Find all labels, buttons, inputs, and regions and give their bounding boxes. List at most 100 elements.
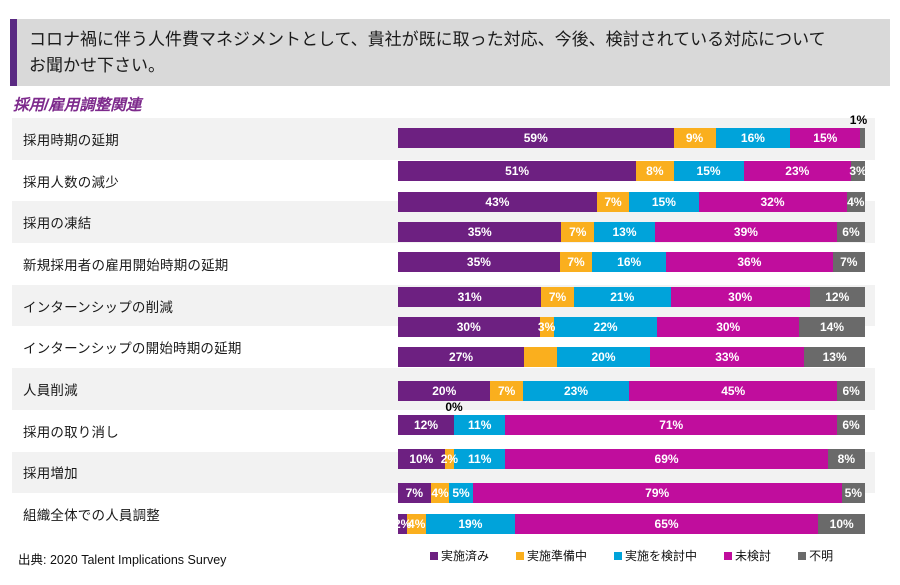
segment-considering: 16% — [592, 252, 667, 272]
segment-value-label: 12% — [825, 290, 850, 304]
segment-unknown: 7% — [832, 252, 865, 272]
segment-value-label: 19% — [458, 517, 483, 531]
segment-value-label: 20% — [432, 384, 457, 398]
segment-in-preparation: 9% — [673, 128, 716, 148]
segment-value-label: 21% — [610, 290, 635, 304]
legend-label: 実施済み — [441, 549, 490, 563]
legend-label: 未検討 — [735, 549, 772, 563]
segment-not-considered: 30% — [657, 317, 799, 337]
segment-implemented: 30% — [398, 317, 540, 337]
segment-value-label: 35% — [467, 225, 492, 239]
segment-value-label: 2% — [440, 452, 459, 466]
segment-considering: 15% — [673, 161, 744, 181]
segment-value-label: 22% — [593, 320, 618, 334]
segment-implemented: 7% — [398, 483, 431, 503]
legend-swatch-icon — [516, 551, 525, 560]
segment-value-label: 65% — [654, 517, 679, 531]
category-label: 採用人数の減少 — [23, 174, 119, 190]
segment-value-label: 27% — [449, 350, 474, 364]
category-row: 採用の取り消し — [12, 410, 875, 452]
segment-value-label: 2% — [394, 517, 412, 531]
category-label: 採用の凍結 — [23, 216, 92, 232]
segment-implemented: 35% — [398, 252, 560, 272]
segment-considering: 16% — [715, 128, 791, 148]
segment-in-preparation: 4% — [430, 483, 450, 503]
legend-label: 実施を検討中 — [625, 549, 698, 563]
bar-row: 30% 3% 22% 30% 14% — [398, 317, 866, 337]
segment-considering: 21% — [573, 287, 671, 307]
segment-value-label: 15% — [813, 131, 838, 145]
segment-considering: 11% — [454, 449, 506, 469]
segment-not-considered: 71% — [505, 415, 837, 435]
segment-not-considered: 69% — [505, 449, 828, 469]
bar-row: 43% 7% 15% 32% 4% — [398, 192, 865, 212]
segment-value-label: 3% — [849, 164, 867, 178]
segment-value-label: 6% — [842, 225, 860, 239]
segment-unknown: 5% — [841, 483, 865, 503]
segment-considering: 5% — [449, 483, 473, 503]
segment-not-considered: 36% — [666, 252, 833, 272]
segment-implemented: 27% — [398, 347, 525, 367]
segment-value-label: 43% — [485, 195, 510, 209]
segment-value-label: 7% — [548, 290, 567, 304]
survey-question-box: コロナ禍に伴う人件費マネジメントとして、貴社が既に取った対応、今後、検討されてい… — [10, 19, 890, 86]
segment-unknown: 6% — [836, 222, 865, 242]
segment-value-label: 13% — [612, 225, 637, 239]
segment-value-label: 36% — [737, 255, 762, 269]
segment-value-label: 23% — [785, 164, 810, 178]
segment-value-label: 15% — [696, 164, 721, 178]
segment-value-label: 6% — [842, 418, 860, 432]
category-label: 採用増加 — [23, 466, 78, 482]
segment-considering: 11% — [454, 415, 506, 435]
category-row: 採用人数の減少 — [12, 160, 875, 202]
segment-implemented: 59% — [398, 128, 674, 148]
segment-in-preparation: 7% — [490, 381, 523, 401]
segment-in-preparation: 7% — [561, 222, 595, 242]
segment-not-considered: 15% — [790, 128, 861, 148]
section-title: 採用/雇用調整関連 — [13, 97, 142, 114]
segment-value-label: 15% — [651, 195, 676, 209]
segment-value-label: 32% — [760, 195, 785, 209]
bar-row: 12% 11% 71% 6% 0% — [398, 400, 865, 435]
segment-in-preparation: 7% — [541, 287, 574, 307]
bar-row: 20% 7% 23% 45% 6% — [398, 381, 865, 401]
segment-unknown: 4% — [846, 192, 865, 212]
segment-unknown: 6% — [837, 381, 865, 401]
segment-not-considered: 79% — [472, 483, 842, 503]
segment-in-preparation: 4% — [407, 514, 427, 534]
segment-unknown: 8% — [827, 449, 866, 469]
segment-value-label: 7% — [569, 225, 587, 239]
segment-implemented: 12% — [398, 415, 455, 435]
segment-not-considered: 23% — [743, 161, 851, 181]
segment-value-label: 39% — [733, 225, 758, 239]
segment-value-label: 79% — [645, 486, 670, 500]
bar-row: 59% 9% 16% 15% 1% — [398, 113, 867, 148]
segment-value-label: 4% — [847, 195, 865, 209]
category-row: インターンシップの開始時期の延期 — [12, 327, 875, 369]
segment-implemented: 31% — [398, 287, 542, 307]
category-label: インターンシップの削減 — [23, 299, 174, 315]
bar-row: 7% 4% 5% 79% 5% — [398, 483, 865, 503]
category-row: 組織全体での人員調整 — [12, 493, 875, 535]
segment-value-label: 9% — [685, 131, 704, 145]
legend-swatch-icon — [430, 551, 438, 560]
segment-value-label: 10% — [829, 517, 854, 531]
segment-value-label: 8% — [646, 164, 664, 178]
segment-unknown: 13% — [804, 347, 865, 367]
legend-item: 実施を検討中 — [614, 547, 697, 564]
segment-value-label: 35% — [466, 255, 491, 269]
segment-value-label: 71% — [659, 418, 684, 432]
legend-swatch-icon — [614, 551, 623, 560]
segment-unknown — [860, 128, 865, 148]
survey-question-line2: お聞かせ下さい。 — [29, 56, 165, 76]
segment-value-label: 51% — [505, 164, 530, 178]
segment-value-label: 12% — [414, 418, 439, 432]
segment-unknown: 3% — [849, 161, 867, 181]
segment-value-label: 7% — [405, 486, 424, 500]
segment-value-label: 59% — [523, 131, 548, 145]
bar-row: 51% 8% 15% 23% 3% — [398, 161, 867, 181]
segment-unknown: 14% — [798, 317, 866, 337]
bar-annotation: 0% — [445, 400, 463, 414]
segment-considering: 19% — [426, 514, 515, 534]
